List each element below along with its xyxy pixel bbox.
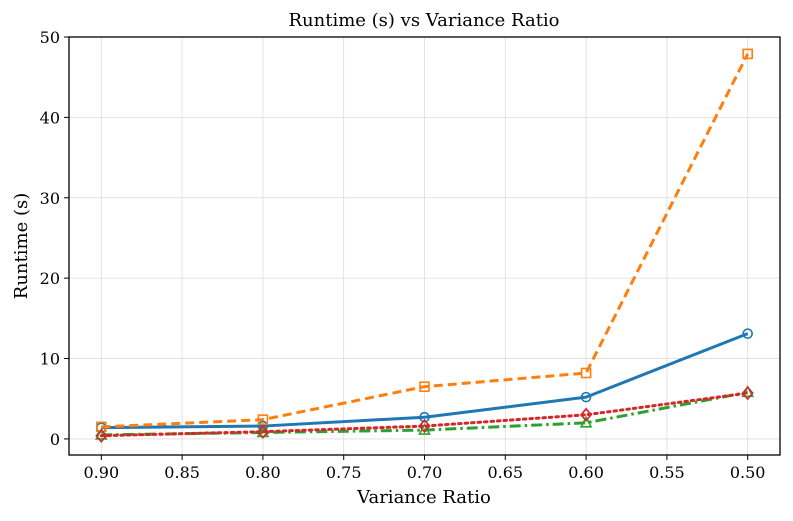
data-point	[580, 391, 592, 403]
data-point	[741, 385, 755, 398]
data-point	[742, 328, 753, 339]
series-4	[95, 385, 754, 443]
data-point	[257, 414, 269, 425]
x-tick-label: 0.75	[326, 463, 362, 482]
data-point	[579, 415, 593, 428]
x-tick-label: 0.85	[164, 463, 200, 482]
data-point	[96, 421, 107, 433]
series-line	[99, 391, 750, 438]
data-point	[419, 381, 430, 392]
data-point	[419, 411, 430, 423]
y-tick-label: 0	[50, 430, 60, 449]
y-tick-label: 40	[40, 108, 60, 127]
series-line	[101, 332, 749, 430]
y-axis-title: Runtime (s)	[11, 193, 32, 299]
data-point	[742, 48, 753, 60]
chart-title: Runtime (s) vs Variance Ratio	[288, 10, 559, 31]
x-tick-label: 0.65	[487, 463, 523, 482]
x-tick-label: 0.70	[407, 463, 443, 482]
x-tick-label: 0.50	[730, 463, 766, 482]
data-point	[580, 407, 593, 423]
x-axis-title: Variance Ratio	[356, 487, 491, 508]
data-point	[580, 367, 592, 379]
data-point	[256, 424, 269, 439]
x-tick-label: 0.60	[568, 463, 604, 482]
y-tick-label: 30	[40, 189, 60, 208]
ticks: 0.90 0.85 0.80 0.75 0.70 0.65 0.60 0.55 0.50 0 10 2…	[40, 28, 766, 482]
series-line	[101, 53, 750, 429]
data-point	[418, 418, 431, 434]
data-point	[95, 428, 108, 443]
y-tick-label: 20	[40, 269, 60, 288]
y-tick-label: 10	[40, 350, 60, 369]
x-tick-label: 0.90	[84, 463, 120, 482]
y-tick-label: 50	[40, 28, 60, 47]
grid	[69, 36, 780, 455]
x-tick-label: 0.55	[649, 463, 685, 482]
series-2	[96, 48, 753, 433]
series-layer	[94, 48, 755, 443]
x-tick-label: 0.80	[245, 463, 281, 482]
data-point	[741, 385, 754, 401]
